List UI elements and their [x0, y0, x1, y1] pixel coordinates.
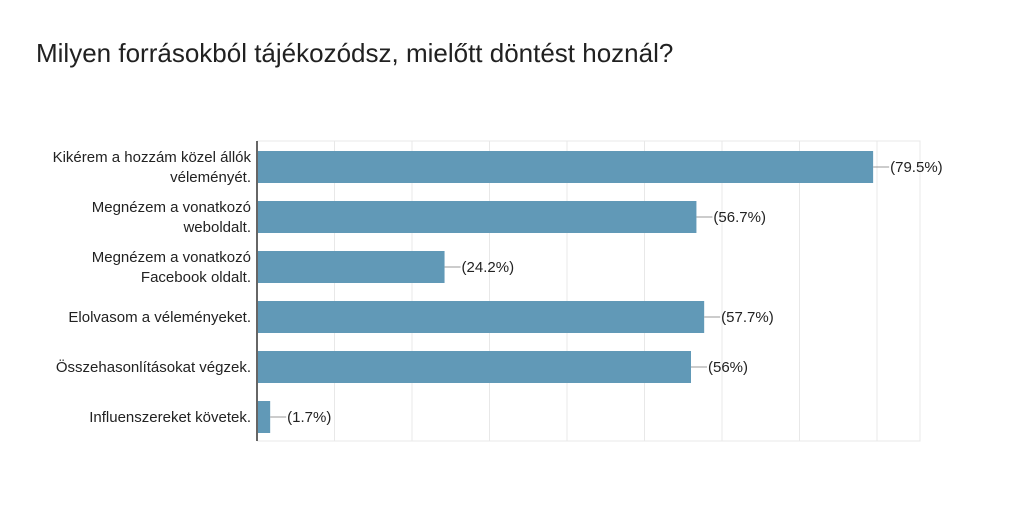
bars — [258, 151, 874, 433]
data-label: (56.7%) — [713, 209, 766, 226]
data-label: (1.7%) — [287, 409, 331, 426]
category-label: Kikérem a hozzám közel állók véleményét. — [53, 149, 252, 186]
data-label: (56%) — [708, 359, 748, 376]
bar — [258, 151, 874, 183]
labels: (79.5%) Kikérem a hozzám közel állók vélem… — [53, 149, 943, 426]
bar — [258, 201, 697, 233]
category-label: Influenszereket követek. — [89, 409, 251, 426]
category-label: Megnézem a vonatkozó Facebook oldalt. — [92, 249, 251, 286]
plot-frame — [257, 140, 921, 442]
grid-lines — [257, 140, 921, 442]
data-label: (57.7%) — [721, 309, 774, 326]
category-label: Elolvasom a véleményeket. — [68, 309, 251, 326]
bar — [258, 401, 271, 433]
bar — [258, 251, 445, 283]
bar — [258, 351, 691, 383]
chart-title: Milyen forrásokból tájékozódsz, mielőtt … — [36, 38, 674, 68]
category-label: Megnézem a vonatkozó weboldalt. — [92, 199, 251, 236]
category-label: Összehasonlításokat végzek. — [56, 358, 251, 376]
data-label: (79.5%) — [890, 159, 943, 176]
bar — [258, 301, 705, 333]
data-label: (24.2%) — [462, 259, 515, 276]
